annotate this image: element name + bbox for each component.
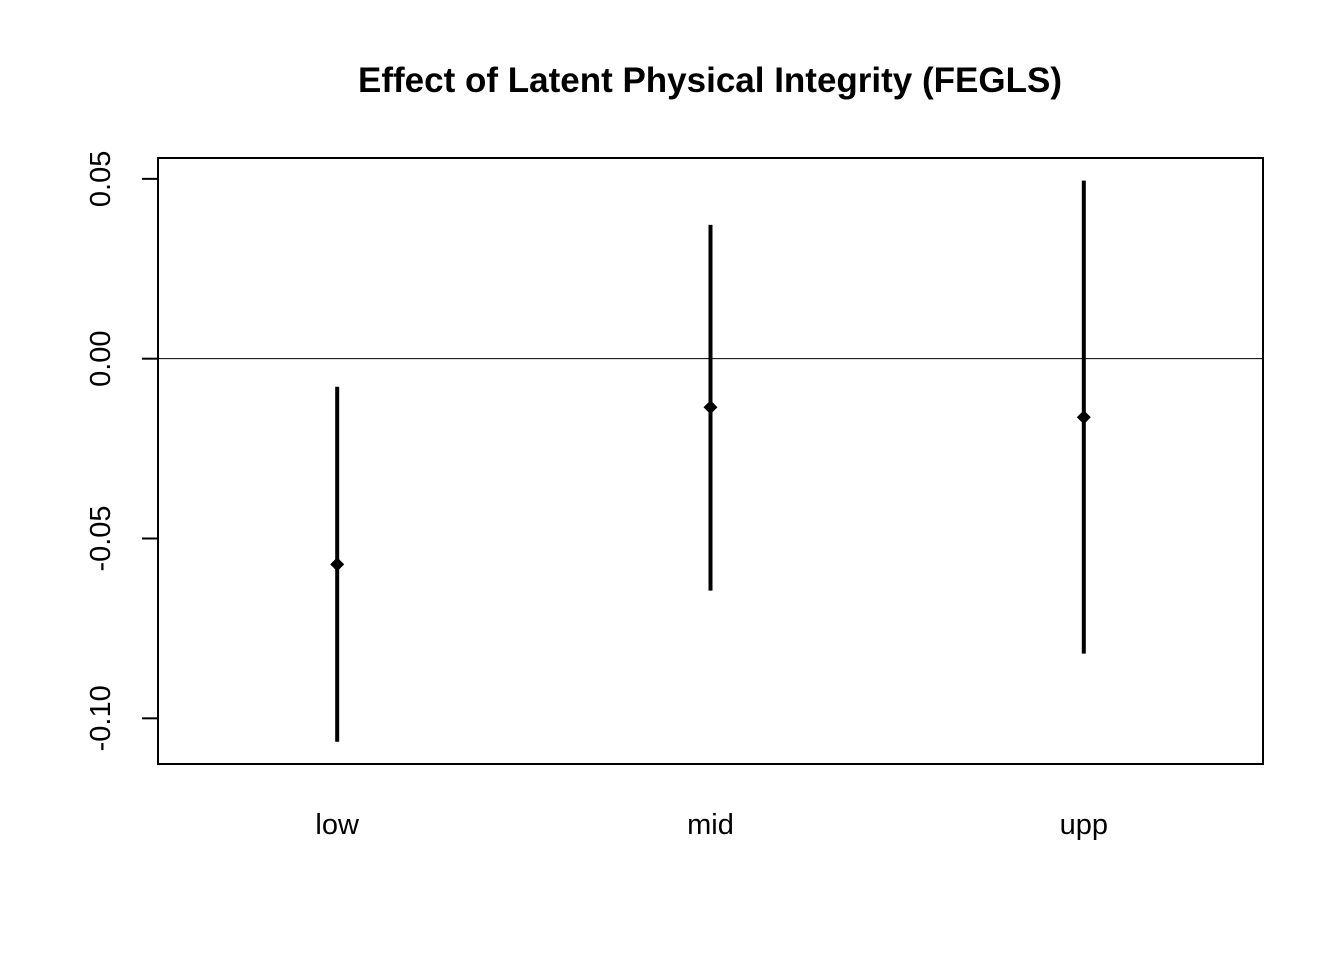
y-tick-label: 0.00 — [85, 330, 117, 386]
y-tick-label: 0.05 — [85, 151, 117, 207]
y-axis: -0.10 -0.05 0.00 0.05 — [85, 151, 158, 751]
x-axis: low mid upp — [315, 809, 1108, 841]
y-tick-label: -0.10 — [85, 685, 117, 751]
x-tick-label: mid — [687, 809, 734, 841]
point-estimate-mid — [703, 400, 718, 415]
point-estimate-upp — [1076, 410, 1091, 425]
x-tick-label: upp — [1060, 809, 1108, 841]
point-estimate-low — [330, 557, 345, 572]
y-tick-label: -0.05 — [85, 505, 117, 571]
chart-title: Effect of Latent Physical Integrity (FEG… — [358, 61, 1062, 100]
error-bars — [330, 180, 1091, 742]
plot-frame — [157, 157, 1264, 765]
x-tick-label: low — [315, 809, 360, 841]
